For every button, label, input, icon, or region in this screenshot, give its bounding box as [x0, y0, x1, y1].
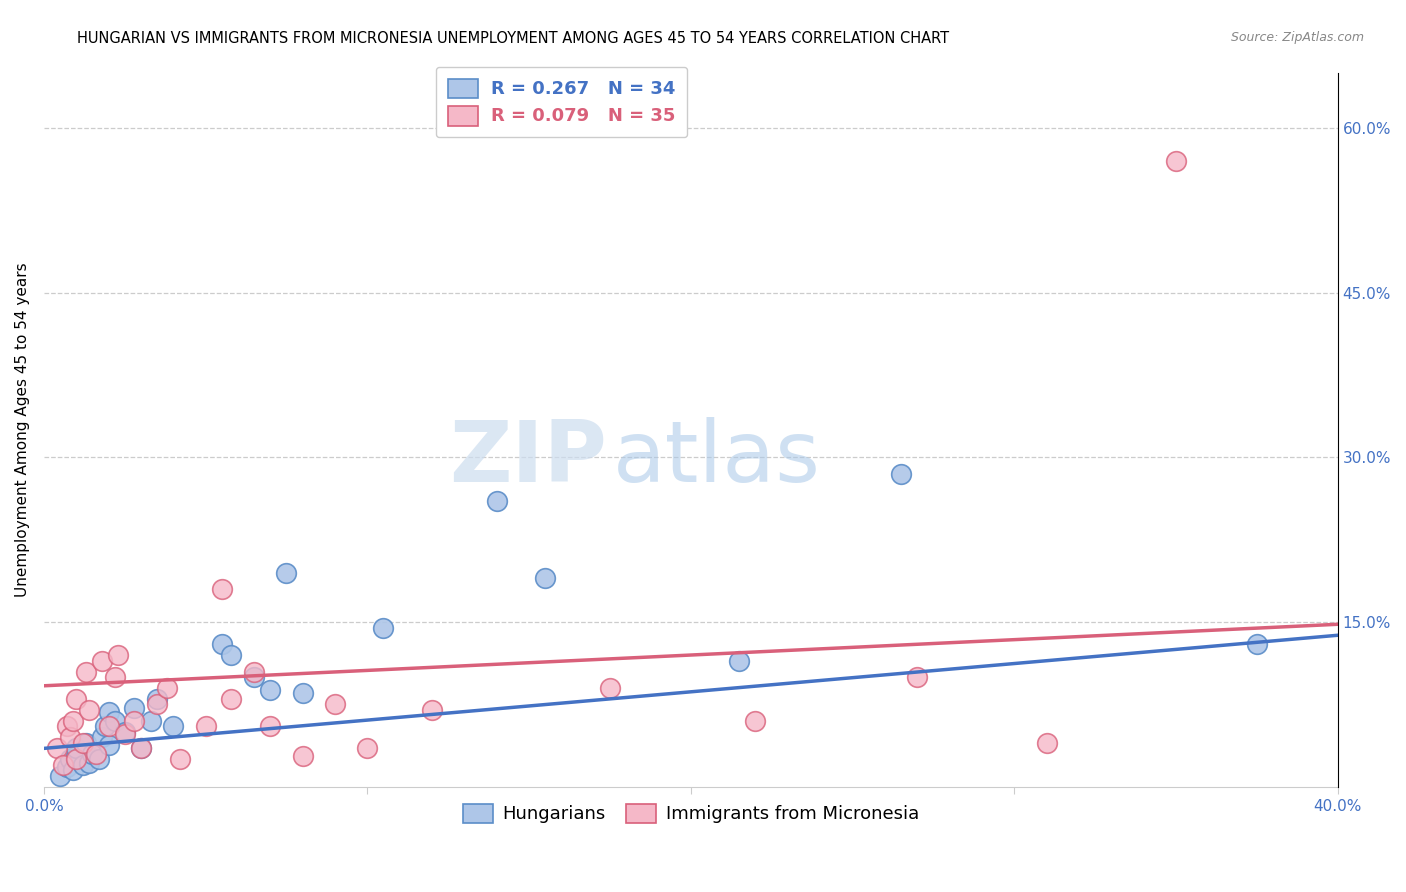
Point [243, 665, 266, 679]
Point [62, 764, 84, 778]
Legend: Hungarians, Immigrants from Micronesia: Hungarians, Immigrants from Micronesia [456, 797, 925, 830]
Point [91, 653, 114, 667]
Point [420, 703, 443, 717]
Point [52, 757, 75, 772]
Point [323, 698, 346, 712]
Point [55, 760, 77, 774]
Point [890, 467, 912, 481]
Point [87, 752, 110, 766]
Point [97, 719, 120, 733]
Point [62, 714, 84, 728]
Point [65, 749, 87, 764]
Point [72, 736, 94, 750]
Point [75, 665, 97, 679]
Point [107, 648, 129, 662]
Point [744, 714, 766, 728]
Point [104, 670, 127, 684]
Point [905, 670, 928, 684]
Point [55, 719, 77, 733]
Point [194, 719, 217, 733]
Point [221, 692, 243, 706]
Point [77, 756, 100, 770]
Text: HUNGARIAN VS IMMIGRANTS FROM MICRONESIA UNEMPLOYMENT AMONG AGES 45 TO 54 YEARS C: HUNGARIAN VS IMMIGRANTS FROM MICRONESIA … [77, 31, 949, 46]
Point [1246, 637, 1268, 651]
Point [259, 719, 281, 733]
Point [162, 719, 184, 733]
Point [356, 741, 378, 756]
Point [129, 741, 152, 756]
Point [129, 741, 152, 756]
Point [59, 752, 82, 766]
Point [65, 741, 87, 756]
Point [291, 749, 314, 764]
Point [124, 700, 146, 714]
Point [97, 705, 120, 719]
Point [77, 703, 100, 717]
Point [49, 769, 72, 783]
Text: Source: ZipAtlas.com: Source: ZipAtlas.com [1230, 31, 1364, 45]
Point [59, 731, 82, 745]
Point [169, 752, 191, 766]
Point [728, 653, 751, 667]
Point [534, 571, 557, 585]
Point [276, 566, 298, 580]
Point [94, 719, 117, 733]
Point [45, 741, 67, 756]
Point [114, 727, 136, 741]
Point [114, 725, 136, 739]
Point [82, 747, 104, 761]
Point [156, 681, 179, 695]
Point [146, 692, 169, 706]
Point [91, 731, 114, 745]
Point [139, 714, 162, 728]
Point [72, 757, 94, 772]
Point [1164, 153, 1187, 168]
Point [84, 747, 107, 761]
Point [221, 648, 243, 662]
Text: atlas: atlas [613, 417, 821, 500]
Point [75, 736, 97, 750]
Point [104, 714, 127, 728]
Point [124, 714, 146, 728]
Point [599, 681, 621, 695]
Point [1035, 736, 1057, 750]
Y-axis label: Unemployment Among Ages 45 to 54 years: Unemployment Among Ages 45 to 54 years [15, 262, 30, 598]
Point [211, 637, 233, 651]
Point [211, 582, 233, 596]
Point [97, 738, 120, 752]
Point [373, 621, 395, 635]
Point [485, 494, 508, 508]
Point [243, 670, 266, 684]
Text: ZIP: ZIP [449, 417, 606, 500]
Point [259, 683, 281, 698]
Point [65, 752, 87, 766]
Point [65, 692, 87, 706]
Point [291, 686, 314, 700]
Point [146, 698, 169, 712]
